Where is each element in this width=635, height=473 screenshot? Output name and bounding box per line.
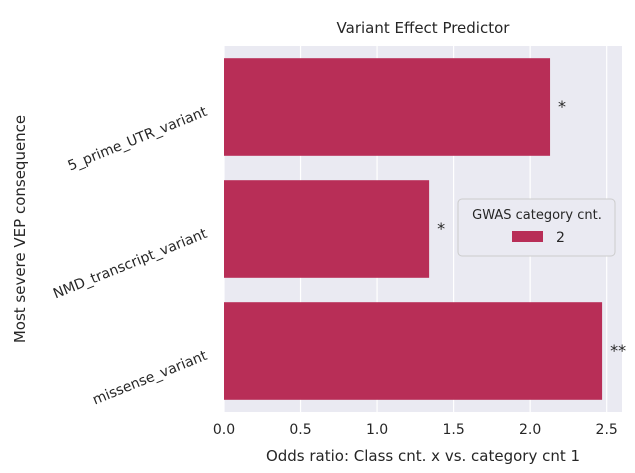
significance-annotation: * [437,219,445,238]
x-tick-label: 1.5 [442,422,464,438]
legend-swatch [512,231,543,242]
significance-annotation: ** [610,341,626,360]
significance-annotation: * [558,97,566,116]
x-tick-label: 0.0 [213,422,235,438]
y-tick-label: missense_variant [90,348,210,409]
x-ticks: 0.0 0.5 1.0 1.5 2.0 2.5 [213,422,618,438]
y-ticks: 5_prime_UTR_variant NMD_transcript_varian… [51,104,210,409]
x-tick-label: 1.0 [366,422,388,438]
y-tick-label: 5_prime_UTR_variant [66,104,210,175]
legend-title: GWAS category cnt. [472,208,602,223]
x-axis-label: Odds ratio: Class cnt. x vs. category cn… [266,447,580,465]
y-axis-label: Most severe VEP consequence [11,115,29,343]
y-tick-label: NMD_transcript_variant [51,226,210,303]
annotations: **** [437,97,626,360]
x-tick-label: 2.5 [596,422,618,438]
bar [224,58,551,156]
legend: GWAS category cnt. 2 [457,198,616,257]
x-tick-label: 2.0 [519,422,541,438]
legend-box [457,198,616,257]
chart-title: Variant Effect Predictor [337,19,511,37]
bar [224,180,430,278]
bars [224,58,603,400]
bar [224,302,603,400]
x-tick-label: 0.5 [289,422,311,438]
legend-label: 2 [556,230,565,246]
